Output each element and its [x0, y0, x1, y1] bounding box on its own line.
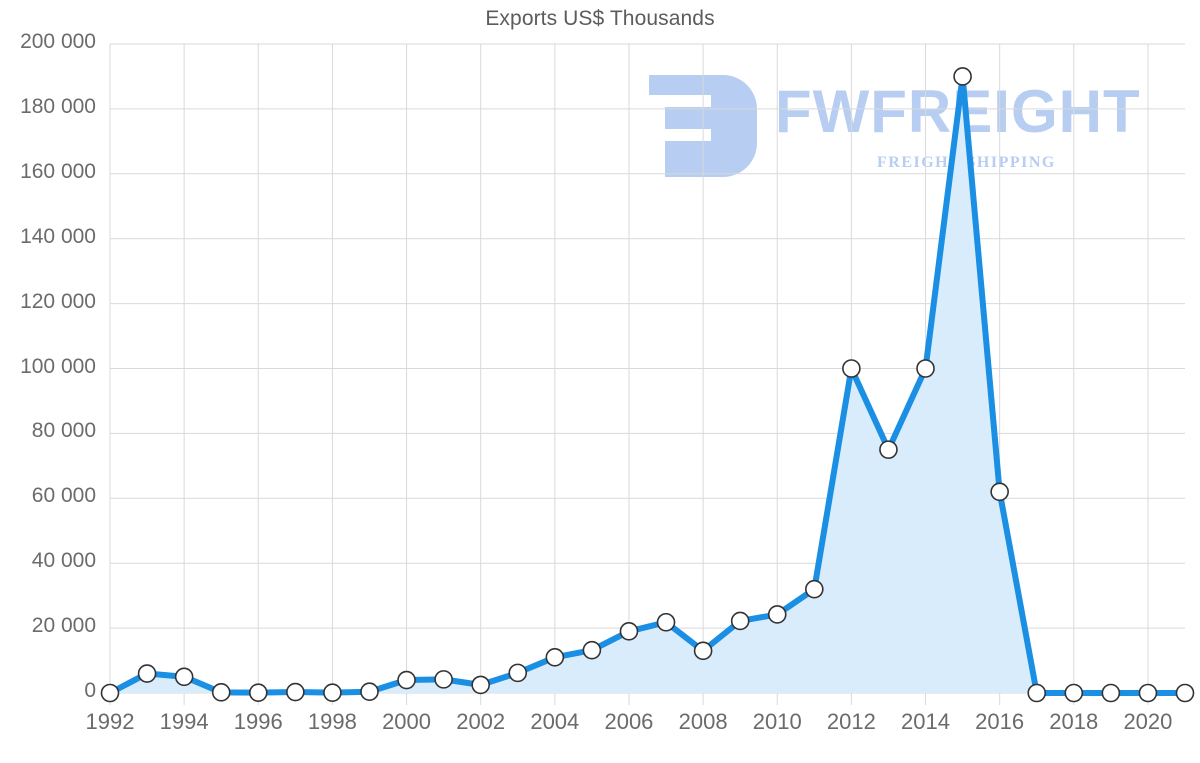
x-axis-tick-label: 1998 [307, 709, 357, 734]
y-axis-tick-label: 60 000 [31, 484, 96, 508]
x-axis-tick-label: 2010 [752, 709, 802, 734]
x-axis-tick-label: 2000 [382, 709, 432, 734]
data-markers [100, 67, 1195, 703]
y-axis-tick-label: 180 000 [20, 94, 96, 118]
x-axis-tick-label: 1992 [85, 709, 135, 734]
x-axis-tick-label: 1994 [159, 709, 209, 734]
y-axis-tick-label: 0 [84, 679, 96, 702]
grid-lines [109, 43, 1185, 705]
x-axis-tick-label: 2012 [826, 709, 876, 734]
x-axis-tick-label: 2008 [678, 709, 728, 734]
x-axis-tick-label: 2016 [975, 709, 1025, 734]
y-axis-tick-label: 80 000 [31, 419, 96, 443]
x-axis-tick-label: 2020 [1123, 709, 1173, 734]
x-axis-tick-label: 2004 [530, 709, 580, 734]
x-axis-tick-label: 1996 [233, 709, 283, 734]
y-axis-tick-label: 20 000 [31, 614, 96, 638]
area-fill [110, 76, 1185, 693]
y-axis-tick-label: 200 000 [20, 30, 96, 53]
x-axis-tick-label: 2014 [901, 709, 950, 734]
y-axis-tick-label: 120 000 [20, 289, 96, 313]
y-axis-tick-label: 40 000 [31, 549, 96, 573]
y-axis-tick-label: 100 000 [20, 354, 96, 378]
chart-title: Exports US$ Thousands [485, 7, 715, 30]
x-axis-tick-label: 2018 [1049, 709, 1099, 734]
data-line [107, 73, 1188, 696]
y-axis-tick-label: 160 000 [20, 159, 96, 183]
y-axis-tick-label: 140 000 [20, 224, 96, 248]
x-axis-tick-label: 2002 [456, 709, 506, 734]
x-axis-tick-label: 2006 [604, 709, 654, 734]
